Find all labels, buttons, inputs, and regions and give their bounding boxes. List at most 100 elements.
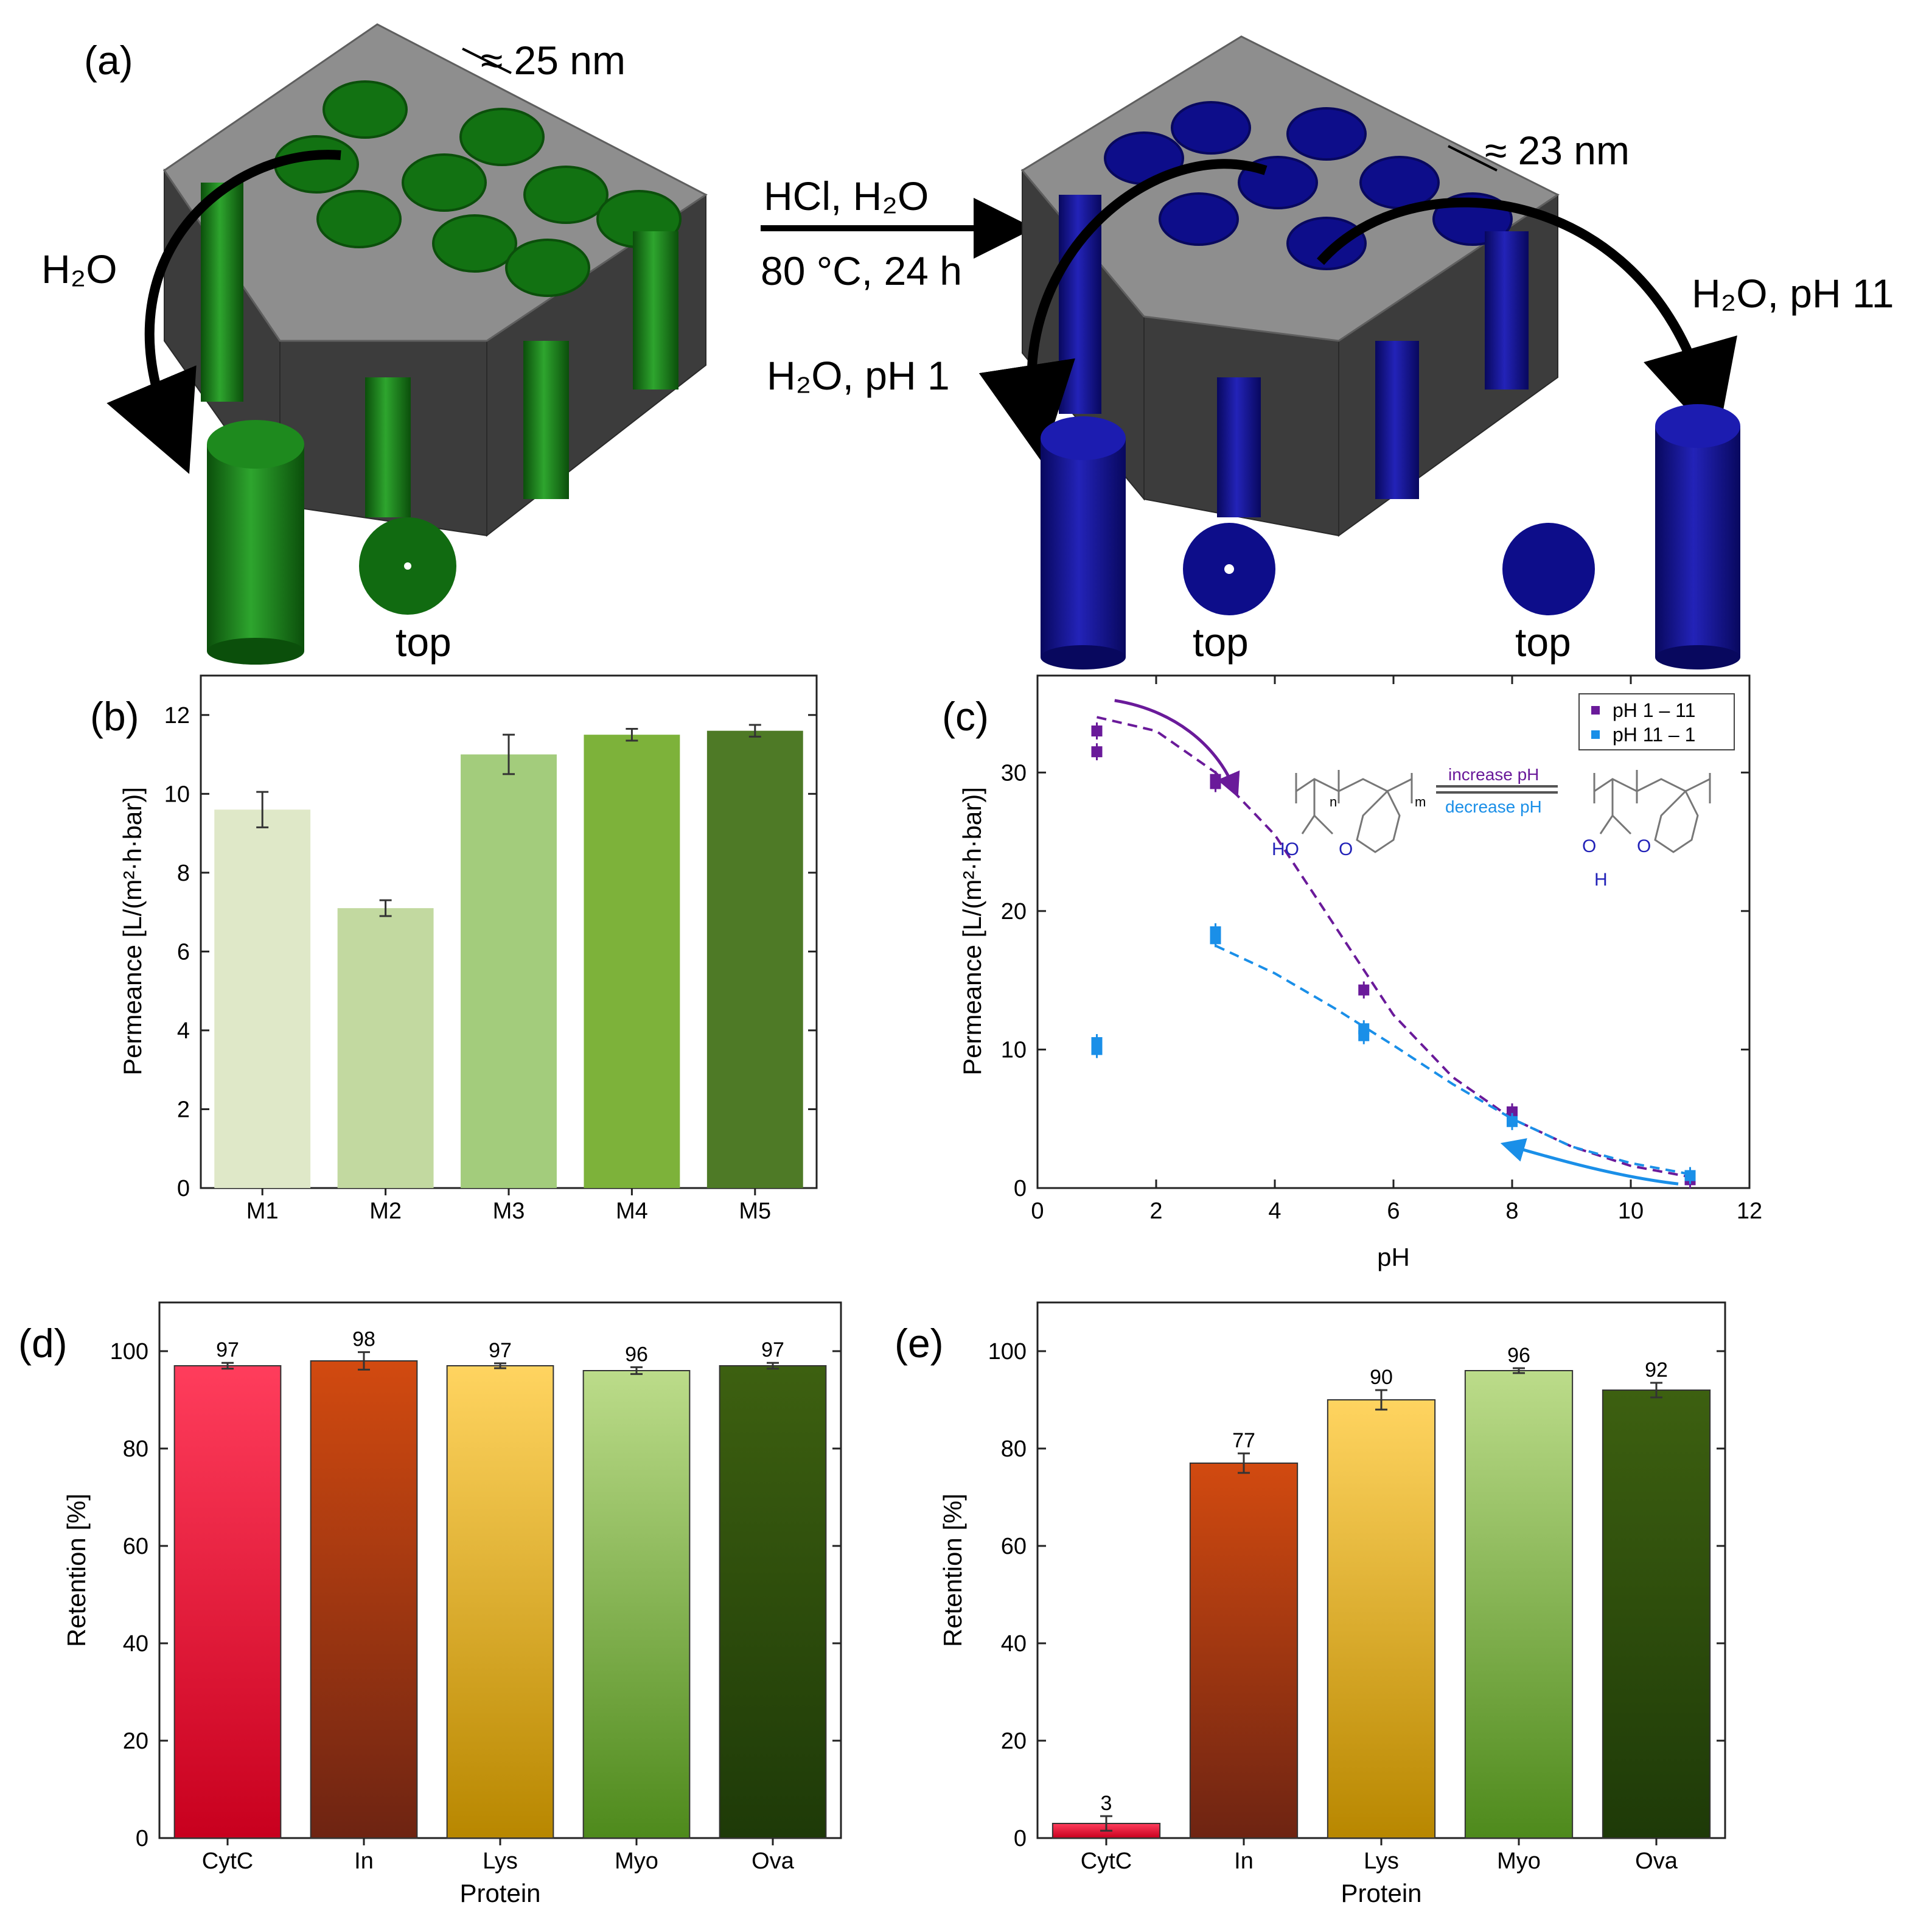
panel-b-ylabel: Permeance [L/(m²·h·bar)] [118,787,147,1075]
panel-c-xlabel: pH [1377,1243,1410,1271]
pore-size-tick-left [462,47,512,74]
data-label-in: 77 [1232,1429,1255,1452]
reaction-top-label: HCl, H₂O [764,173,929,218]
blue-top-view-ph1 [1183,523,1275,615]
panel-e-ylabel: Retention [%] [938,1494,967,1647]
proton-label: H [1594,870,1608,890]
y-tick-label: 40 [123,1631,148,1657]
panel-c-chart: (c) Permeance [L/(m²·h·bar)] pH 0 2 4 6 8 10 1… [942,674,1762,1271]
legend-label-purple: pH 1 – 11 [1613,699,1695,721]
top-label-blue-ph11: top [1515,620,1571,665]
panel-d-ylabel: Retention [%] [62,1494,91,1647]
x-tick-label: 0 [1031,1198,1044,1224]
data-point-0 [1358,984,1370,996]
panel-e-label: (e) [895,1321,944,1366]
reaction-bottom-label: 80 °C, 24 h [761,248,962,293]
panel-e-chart: (e) Retention [%] Protein 0 20 40 60 80 100 3 C… [895,1301,1726,1907]
x-tick-label-m1: M1 [246,1198,279,1224]
panel-a-label: (a) [84,38,133,83]
x-tick-label-myo: Myo [1497,1848,1541,1874]
green-cylinder [207,420,304,665]
green-pores [201,80,682,517]
panel-d-chart: (d) Retention [%] Protein 0 20 40 60 80 100 97… [18,1301,842,1907]
data-label-lys: 97 [489,1339,512,1362]
decrease-trend-arrow [1500,1138,1679,1186]
x-tick-label-in: In [1234,1848,1254,1874]
membrane-block-green: ≈ 25 nm [162,23,708,537]
data-label-in: 98 [352,1328,375,1351]
y-tick-label: 30 [1001,760,1027,786]
y-tick-label: 0 [136,1826,148,1851]
y-tick-label: 80 [1001,1436,1027,1462]
data-point-1 [1210,933,1221,945]
data-point-0 [1091,746,1103,758]
y-tick-label: 40 [1001,1631,1027,1657]
y-tick-label: 2 [177,1097,190,1122]
y-tick-label: 10 [1001,1037,1027,1063]
water-left-label: H₂O [41,246,117,292]
data-point-0 [1507,1106,1518,1117]
x-tick-label-lys: Lys [1364,1848,1399,1874]
y-tick-label: 60 [123,1534,148,1559]
data-label-myo: 96 [1507,1344,1530,1367]
data-point-1 [1358,1030,1370,1041]
bar-m2 [337,908,434,1188]
salt-o-label: O [1637,836,1651,856]
data-label-cytc: 97 [216,1338,239,1361]
data-label-lys: 90 [1370,1366,1393,1389]
acid-n-label: n [1330,794,1337,809]
y-tick-label: 0 [177,1176,190,1201]
y-tick-label: 0 [1014,1176,1027,1201]
y-tick-label: 0 [1014,1826,1027,1851]
acid-ho-label: HO [1272,839,1299,859]
x-tick-label-in: In [354,1848,374,1874]
x-tick-label-m5: M5 [739,1198,771,1224]
fit-line-0 [1097,716,1690,1178]
legend-label-cyan: pH 11 – 1 [1613,724,1695,746]
y-tick-label: 10 [164,781,190,807]
x-tick-label-m4: M4 [616,1198,648,1224]
blue-pores [1059,101,1529,517]
ph1-label: H₂O, pH 1 [767,353,950,398]
bar-m5 [706,730,803,1188]
ph11-label: H₂O, pH 11 [1692,271,1894,316]
x-tick-label-ova: Ova [1635,1848,1678,1874]
panel-a: (a) ≈ 25 nm [41,23,1894,669]
bar-m3 [461,754,557,1188]
bar-cytc [173,1365,282,1839]
bar-lys [446,1365,554,1839]
y-tick-label: 6 [177,939,190,965]
x-tick-label-ova: Ova [752,1848,795,1874]
panel-c-frame [1036,674,1751,1189]
legend-box [1578,693,1735,750]
panel-e-xlabel: Protein [1341,1879,1421,1907]
data-label-ova: 92 [1645,1358,1668,1382]
blue-cylinder-ph11 [1655,404,1740,669]
data-point-1 [1091,1044,1103,1055]
increase-trend-arrow [1114,699,1240,798]
data-label-myo: 96 [625,1343,648,1366]
data-point-1 [1684,1170,1696,1181]
pore-size-left-label: ≈ 25 nm [481,38,626,83]
x-tick-label: 2 [1149,1198,1162,1224]
x-tick-label: 6 [1387,1198,1400,1224]
x-tick-label-m2: M2 [369,1198,402,1224]
y-tick-label: 60 [1001,1534,1027,1559]
y-tick-label: 100 [110,1339,148,1365]
data-point-0 [1210,778,1221,789]
bar-lys [1327,1399,1436,1839]
data-point-1 [1507,1116,1518,1127]
top-label-blue-ph1: top [1193,620,1249,665]
x-tick-label-cytc: CytC [202,1848,253,1874]
x-tick-label-myo: Myo [615,1848,658,1874]
legend-marker-cyan [1591,730,1600,739]
top-label-green: top [396,620,452,665]
panel-c-label: (c) [942,694,989,739]
increase-ph-label: increase pH [1448,765,1539,784]
blue-top-view-ph11 [1502,523,1595,615]
bar-in [1189,1463,1299,1839]
decrease-ph-label: decrease pH [1445,797,1542,816]
blue-cylinder-ph1 [1041,416,1126,669]
bar-in [310,1360,418,1839]
